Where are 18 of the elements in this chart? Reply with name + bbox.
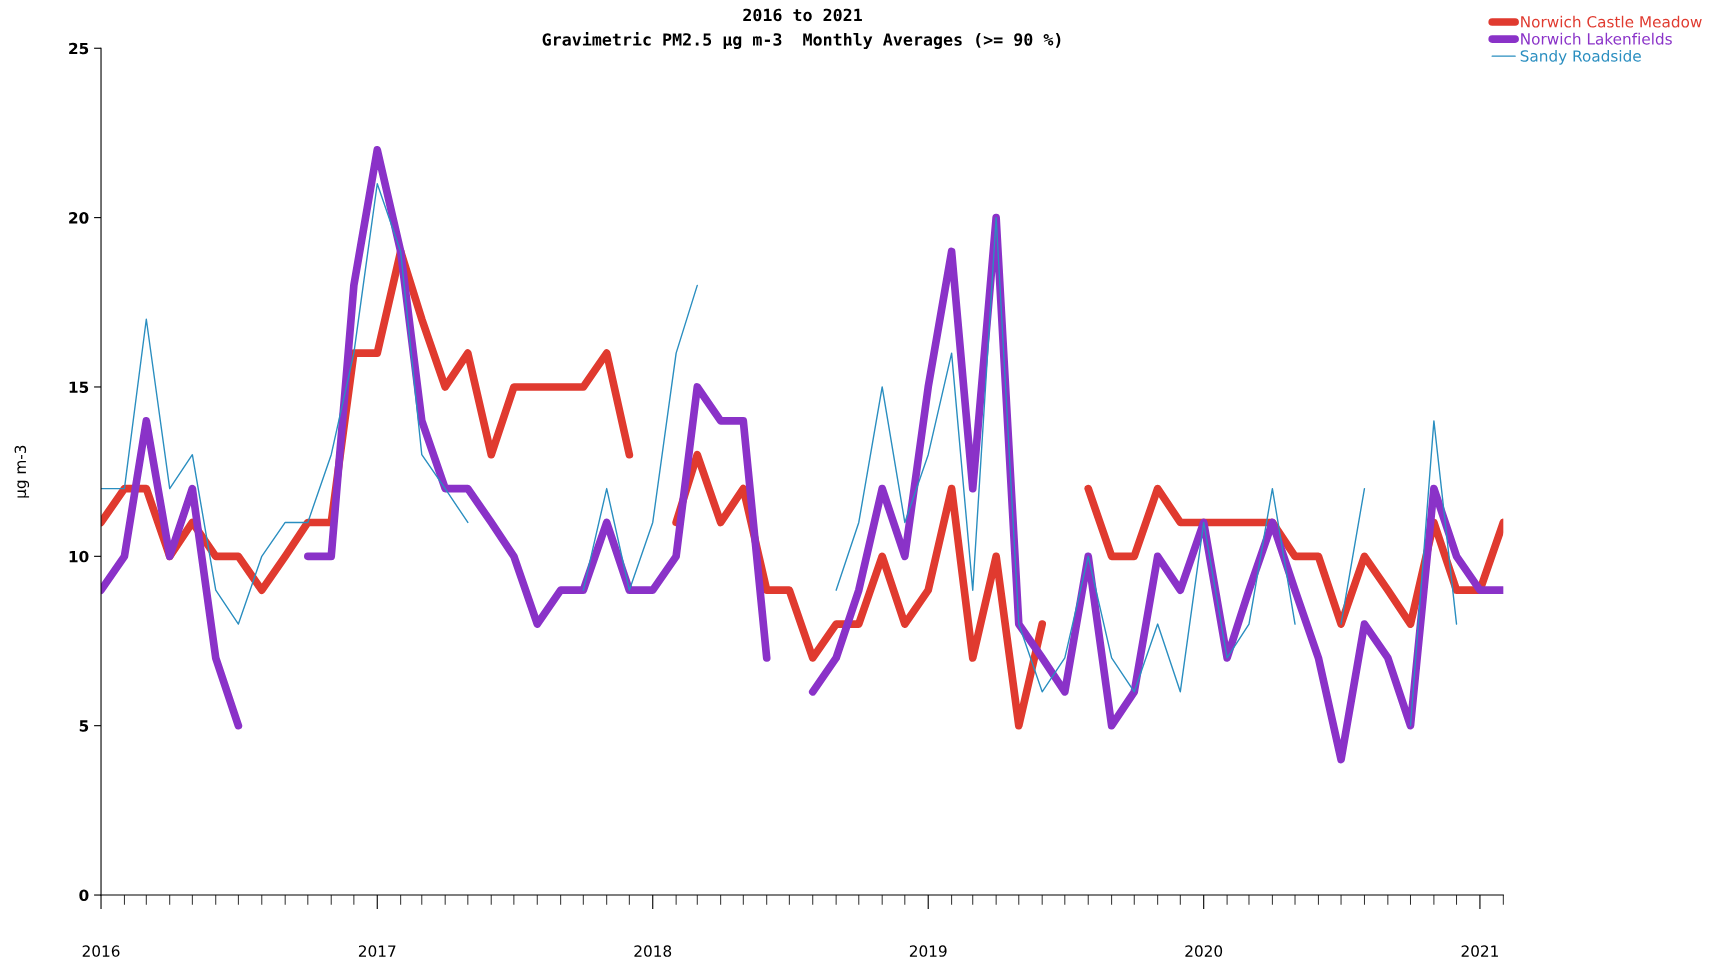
y-tick-label: 20 [69, 212, 89, 224]
y-tick-label: 5 [79, 720, 89, 732]
y-tick-label: 10 [69, 550, 89, 563]
y-tick-label: 0 [79, 889, 89, 902]
x-tick-label: 2021 [1461, 945, 1498, 957]
y-tick-label: 15 [69, 381, 89, 393]
x-tick-label: 2017 [358, 945, 396, 957]
y-axis-title: µg m-3 [14, 445, 30, 498]
y-tick-label: 25 [69, 42, 89, 55]
legend-label: Sandy Roadside [1520, 49, 1641, 65]
chart-title: 2016 to 2021 [743, 8, 862, 22]
x-tick-label: 2019 [909, 945, 947, 957]
x-tick-label: 2020 [1185, 945, 1223, 957]
legend-label: Norwich Lakenfields [1521, 32, 1672, 45]
x-tick-label: 2018 [634, 945, 672, 957]
legend-label: Norwich Castle Meadow [1521, 15, 1702, 28]
x-tick-label: 2016 [82, 945, 120, 957]
chart-subtitle: Gravimetric PM2.5 µg m-3 Monthly Averages (>= 90 %) [542, 32, 1061, 50]
